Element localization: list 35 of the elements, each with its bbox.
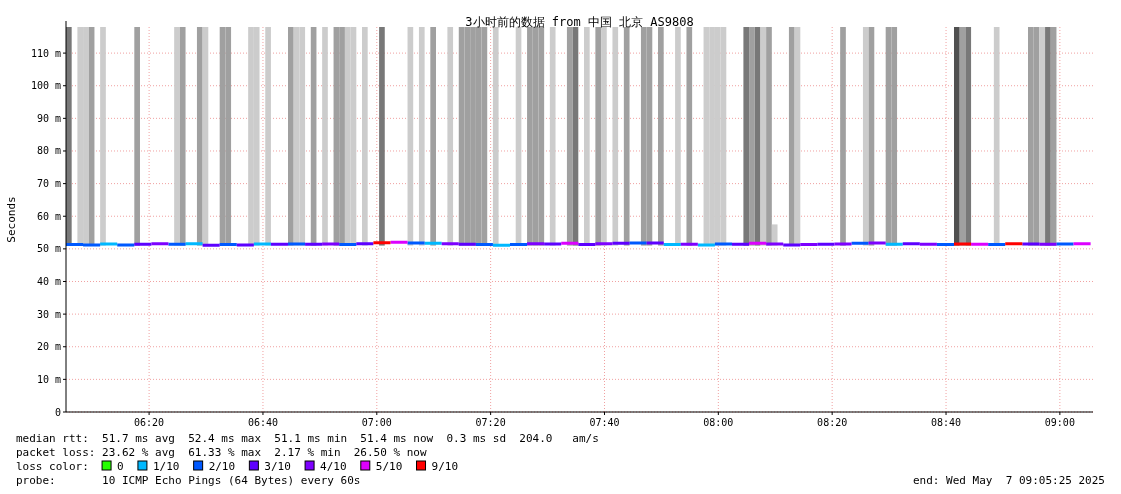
text: packet loss: 23.62 % avg 61.33 % max 2.17 % min 26.50 % now [16, 446, 427, 459]
text: probe: 10 ICMP Echo Pings (64 Bytes) every 60s [16, 474, 361, 487]
x-tick-label: 08:20 [817, 417, 848, 428]
y-tick-label: 80 m [36, 145, 61, 157]
y-tick-label: 40 m [36, 275, 61, 287]
x-tick-label: 07:20 [475, 417, 506, 428]
legend-label: 4/10 [320, 460, 347, 473]
legend-label: 5/10 [375, 460, 403, 473]
y-axis-title: Seconds [5, 196, 18, 243]
y-tick-label: 0 [54, 406, 61, 418]
y-tick-label: 100 m [30, 80, 61, 92]
y-tick-label: 30 m [36, 308, 61, 320]
x-tick-label: 08:00 [703, 417, 734, 428]
x-tick-label: 08:40 [930, 417, 962, 428]
y-tick-label: 90 m [36, 112, 61, 124]
x-tick-label: 06:20 [134, 417, 165, 428]
y-tick-label: 110 m [30, 47, 61, 59]
text: median rtt: 51.7 ms avg 52.4 ms max 51.1 ms min 51.4 ms now 0.3 ms sd 204.0 am/s [16, 432, 599, 445]
x-tick-label: 07:40 [589, 417, 620, 428]
legend-label: 3/10 [264, 460, 291, 473]
x-tick-label: 06:40 [247, 417, 279, 428]
y-tick-label: 10 m [36, 373, 61, 385]
legend-label: 0 [117, 460, 124, 473]
y-tick-label: 50 m [36, 243, 61, 255]
legend-label: 2/10 [208, 460, 236, 473]
legend-title: loss color: [16, 460, 89, 473]
y-tick-label: 20 m [36, 341, 61, 353]
y-tick-label: 60 m [36, 210, 61, 222]
legend-label: 9/10 [431, 460, 459, 473]
legend-label: 1/10 [152, 460, 180, 473]
x-tick-label: 09:00 [1044, 417, 1075, 428]
text: end: Wed May 7 09:05:25 2025 [912, 474, 1105, 487]
x-tick-label: 07:00 [361, 417, 392, 428]
y-tick-label: 70 m [36, 178, 61, 190]
chart-title: 3小时前的数据 from 中国 北京 AS9808 [465, 15, 694, 29]
